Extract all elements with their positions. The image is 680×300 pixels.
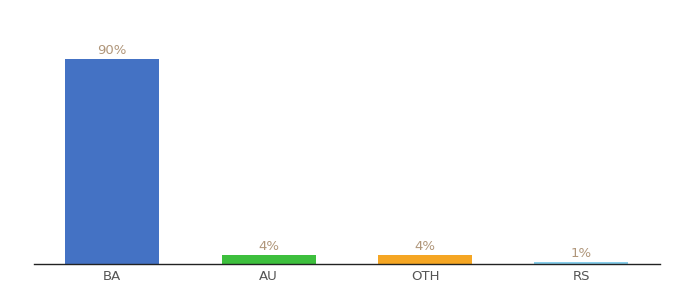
Text: 90%: 90%: [97, 44, 127, 57]
Bar: [65, 59, 159, 264]
Text: 1%: 1%: [571, 247, 592, 260]
Bar: [378, 255, 472, 264]
Bar: [534, 262, 628, 264]
Bar: [222, 255, 316, 264]
Text: 4%: 4%: [258, 240, 279, 253]
Text: 4%: 4%: [415, 240, 435, 253]
